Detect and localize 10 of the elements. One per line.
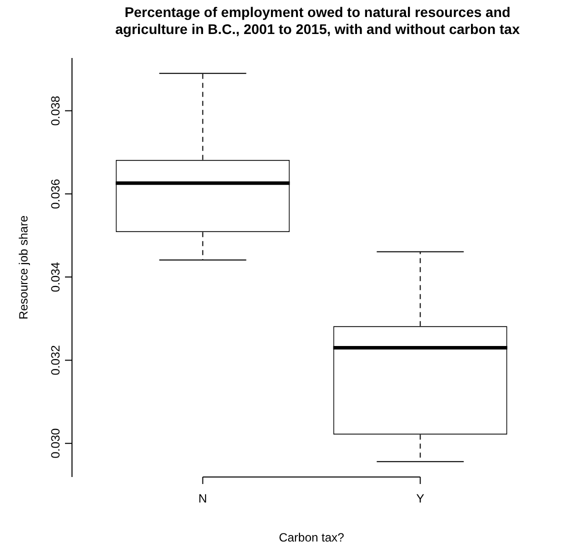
y-tick-label: 0.038: [48, 95, 62, 126]
x-tick-label: Y: [416, 491, 424, 506]
y-tick-label: 0.030: [48, 428, 62, 458]
y-axis-title: Resource job share: [16, 215, 30, 320]
x-tick-label: N: [198, 491, 208, 506]
y-tick-label: 0.034: [48, 262, 62, 292]
y-tick-label: 0.032: [48, 344, 62, 376]
x-axis-title: Carbon tax?: [278, 530, 345, 544]
chart-title: Percentage of employment owed to natural resources and agriculture in B.C., 2001 to 2015, with and without carbon tax: [114, 4, 521, 38]
y-tick-label: 0.036: [48, 178, 62, 209]
